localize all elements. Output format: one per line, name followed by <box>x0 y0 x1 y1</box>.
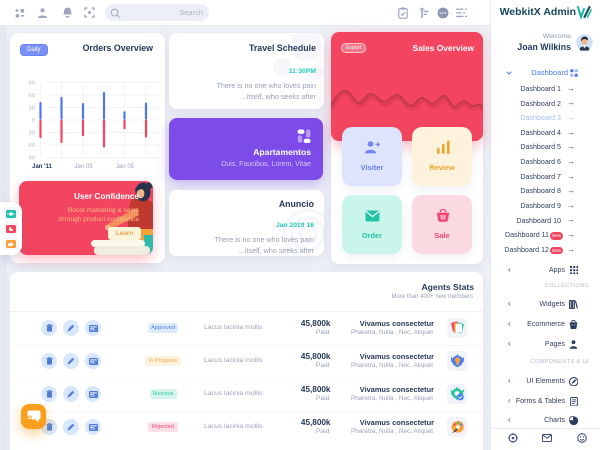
svg-text:0: 0 <box>32 118 35 124</box>
svg-text:Jan 03: Jan 03 <box>74 164 93 170</box>
svg-text:Jan 05: Jan 05 <box>116 164 135 170</box>
svg-text:60: 60 <box>29 143 35 149</box>
svg-text:90: 90 <box>29 156 35 162</box>
svg-text:Jan '11: Jan '11 <box>32 164 52 170</box>
svg-text:30: 30 <box>29 106 35 112</box>
svg-text:30: 30 <box>29 131 35 137</box>
svg-text:90: 90 <box>29 81 35 87</box>
svg-text:60: 60 <box>29 93 35 99</box>
